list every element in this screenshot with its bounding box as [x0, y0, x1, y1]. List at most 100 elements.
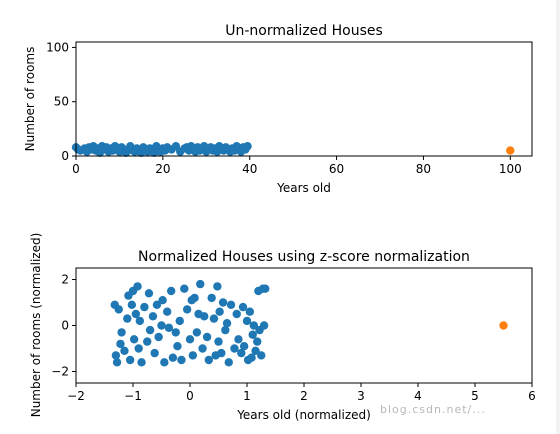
data-point: [230, 344, 239, 353]
data-point: [247, 353, 256, 362]
data-point: [218, 298, 228, 307]
chart-top: Un-normalized Houses 0 20 40 60 80 100050100 …: [23, 23, 533, 195]
data-point: [209, 314, 219, 323]
data-point: [148, 312, 158, 321]
data-point: [190, 293, 199, 303]
chart-top-frame: [75, 41, 533, 157]
y-tick-label: 0: [61, 149, 69, 163]
data-point: [243, 142, 252, 151]
data-point: [171, 328, 180, 337]
y-tick-label: 50: [54, 95, 69, 109]
chart-bottom: Normalized Houses using z-score normaliz…: [29, 233, 536, 422]
data-point: [237, 348, 246, 358]
data-point: [248, 330, 257, 339]
data-point: [200, 312, 209, 321]
data-point: [226, 300, 236, 309]
chart-top-xlabel: Years old: [276, 181, 331, 195]
data-point: [140, 302, 149, 312]
data-point: [221, 325, 230, 335]
data-point: [114, 305, 123, 314]
data-point: [129, 335, 139, 344]
data-point: [133, 282, 142, 291]
data-point: [160, 358, 169, 367]
data-point: [144, 289, 154, 298]
data-point: [131, 309, 141, 319]
data-point: [204, 355, 214, 365]
chart-top-grid-ticks: 0 20 40 60 80 100 0 50 100: [46, 40, 522, 176]
x-tick-label: 4: [414, 389, 422, 403]
chart-top-title: Un-normalized Houses: [225, 23, 383, 39]
data-point: [207, 293, 216, 303]
data-point: [261, 284, 270, 293]
data-point: [232, 309, 241, 319]
data-point: [123, 314, 132, 323]
data-point: [145, 325, 155, 335]
data-point: [135, 316, 145, 326]
x-tick-label: 20: [155, 162, 170, 176]
chart-top-ylabel: Number of rooms: [23, 47, 37, 152]
data-point: [166, 286, 176, 296]
data-point: [180, 284, 189, 293]
data-point: [134, 344, 143, 353]
y-tick-label: −2: [51, 365, 69, 379]
data-point: [112, 358, 122, 367]
data-point: [249, 321, 259, 330]
data-point: [173, 342, 182, 351]
data-point: [154, 332, 163, 342]
data-point: [202, 332, 212, 342]
data-point: [239, 342, 249, 351]
data-point: [177, 355, 186, 365]
data-point: [137, 358, 146, 367]
chart-bottom-grid-ticks: −2 −1 0 1 2 3 4 5 6 −2 0 2: [51, 273, 536, 404]
data-point: [150, 348, 159, 358]
data-point: [127, 300, 137, 309]
data-point: [224, 358, 233, 367]
data-point: [157, 321, 166, 330]
data-point: [152, 300, 162, 309]
x-tick-label: 1: [243, 389, 251, 403]
data-point: [213, 282, 222, 291]
data-point: [253, 337, 262, 346]
x-tick-label: 3: [357, 389, 365, 403]
y-tick-label: 0: [61, 319, 69, 333]
data-point: [175, 316, 184, 326]
data-point: [506, 146, 515, 155]
data-point: [214, 337, 223, 346]
data-point: [185, 335, 195, 344]
x-tick-label: 0: [186, 389, 194, 403]
data-point: [259, 321, 269, 330]
data-point: [238, 302, 248, 312]
x-tick-label: 80: [416, 162, 431, 176]
x-tick-label: 40: [242, 162, 257, 176]
data-point: [125, 355, 135, 365]
data-point: [499, 321, 508, 330]
data-point: [217, 348, 226, 358]
data-point: [120, 346, 129, 355]
data-point: [117, 328, 126, 337]
chart-bottom-title: Normalized Houses using z-score normaliz…: [138, 249, 470, 265]
data-point: [192, 328, 202, 337]
x-tick-label: 5: [471, 389, 479, 403]
chart-bottom-xlabel: Years old (normalized): [236, 408, 371, 422]
data-point: [234, 335, 243, 344]
data-point: [168, 353, 178, 362]
data-point: [182, 305, 192, 314]
data-point: [222, 319, 232, 328]
data-point: [242, 316, 252, 326]
x-tick-label: 100: [499, 162, 522, 176]
y-tick-label: 100: [46, 40, 69, 54]
chart-bottom-points: [110, 279, 508, 367]
x-tick-label: −2: [67, 389, 85, 403]
x-tick-label: 2: [300, 389, 308, 403]
data-point: [257, 351, 266, 360]
x-tick-label: 60: [329, 162, 344, 176]
data-point: [158, 296, 167, 305]
x-tick-label: −1: [124, 389, 142, 403]
data-point: [116, 339, 125, 349]
chart-bottom-frame: [75, 267, 533, 384]
y-tick-label: 2: [61, 273, 69, 287]
chart-top-points: [71, 142, 515, 157]
data-point: [111, 351, 121, 360]
data-point: [163, 307, 172, 316]
